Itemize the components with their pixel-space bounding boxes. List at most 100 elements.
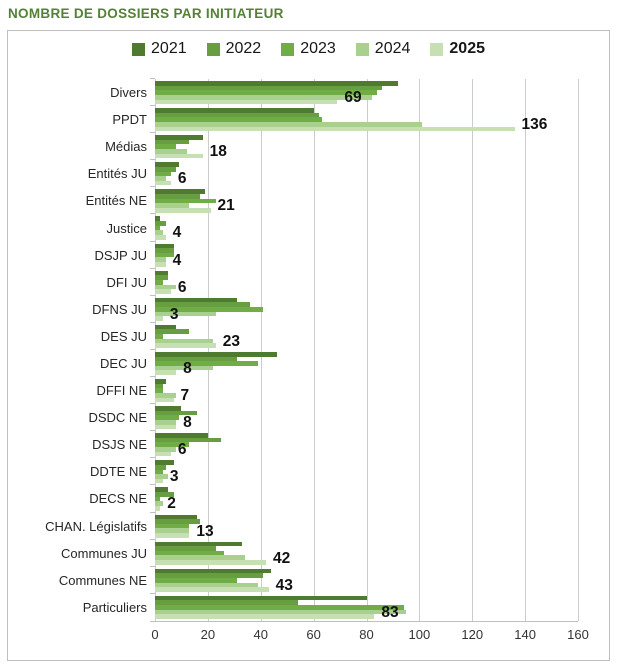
bar-2021 [155,379,166,384]
gridline-120 [472,79,474,621]
bar-2024 [155,528,190,533]
bar-2025 [155,234,166,240]
bar-2021 [155,433,208,438]
bar-2023 [155,279,163,285]
bar-2025 [155,289,171,294]
bar-group [155,270,578,294]
bar-2025 [155,99,338,105]
y-axis-tick [150,484,155,486]
bar-2024 [155,311,216,317]
bar-2021 [155,108,314,113]
bar-2023 [155,307,264,312]
bar-2021 [155,460,174,465]
y-axis-tick [150,376,155,378]
bar-2023 [155,90,378,95]
bar-2023 [155,252,174,258]
x-tick-label: 20 [200,627,216,642]
data-label: 3 [169,468,179,486]
bar-2022 [155,464,166,470]
bar-2025 [155,397,174,403]
y-axis-tick [150,403,155,405]
bar-2025 [155,614,375,619]
bar-2024 [155,257,166,263]
category-row: DSJP JU 4 [95,240,578,269]
data-label: 7 [180,387,190,405]
legend-swatch-2025 [430,42,444,56]
data-label: 2 [167,495,176,513]
bar-2021 [155,487,169,493]
bar-2023 [155,198,216,204]
data-label: 69 [344,89,362,106]
x-tick-label: 100 [408,627,431,642]
bar-2024 [155,447,177,452]
y-axis-tick [150,457,155,459]
bar-group [155,379,578,403]
bar-2021 [155,324,177,330]
bar-2024 [155,121,423,127]
data-label: 43 [275,576,293,594]
bar-2025 [155,370,177,376]
bar-2022 [155,221,166,226]
data-label: 83 [381,603,399,621]
gridline-20 [207,79,209,621]
bar-group [155,216,578,240]
x-axis-tick-labels: 0 20 40 60 80 100 120 140 160 [151,627,588,645]
category-label: DFI JU [106,274,147,290]
category-row: DSJS NE 6 [92,430,578,458]
data-label: 136 [521,116,548,134]
bar-2021 [155,541,243,547]
x-tick-label: 40 [253,627,268,642]
category-label: DECS NE [89,491,147,507]
y-axis-tick [150,592,155,594]
category-label: Entités JU [87,166,147,182]
y-axis-tick [150,348,155,350]
bar-2024 [155,149,187,154]
bar-2025 [155,126,515,132]
bar-2023 [155,496,161,502]
bar-2021 [155,243,174,249]
legend-item-2022: 2022 [206,40,262,58]
data-label: 8 [183,414,192,432]
bar-2024 [155,392,177,398]
category-row: Divers 69 [110,78,578,106]
bar-group [155,324,578,348]
category-row: PPDT 136 [112,105,578,134]
bar-2023 [155,415,179,420]
category-row: DEC JU 8 [100,348,578,377]
data-label: 6 [177,278,187,296]
category-row: Particuliers 83 [83,592,578,621]
bar-2022 [155,85,383,91]
gridline-40 [260,79,262,621]
category-row: Justice 4 [107,213,578,241]
chart-legend: 2021 2022 2023 2024 2025 [8,40,609,58]
gridline-160 [578,79,579,621]
bar-2024 [155,338,214,344]
bar-2025 [155,424,177,430]
bar-2022 [155,139,190,145]
bar-2021 [155,351,277,357]
category-row: DFI JU 6 [107,267,578,296]
y-axis-tick [150,511,155,513]
legend-label: 2022 [225,40,262,57]
bar-2024 [155,555,245,561]
bar-2022 [155,437,222,443]
category-label: DFFI NE [96,383,147,399]
x-tick-label: 0 [151,627,159,642]
bar-2024 [155,176,166,181]
category-label: DDTE NE [89,464,147,480]
bar-2021 [155,216,161,222]
bar-2021 [155,406,182,411]
bar-group [155,568,578,592]
bar-2025 [155,316,163,321]
category-row: Communes NE 43 [59,565,578,594]
y-axis-tick [150,186,155,188]
bar-2024 [155,582,259,588]
x-tick-label: 160 [567,627,589,642]
bar-2022 [155,356,237,362]
category-label: Communes NE [58,572,147,588]
legend-swatch-2021 [132,42,146,56]
bar-2024 [155,420,177,425]
data-label: 18 [209,143,227,161]
y-axis-tick [150,78,155,79]
bar-2021 [155,189,206,194]
